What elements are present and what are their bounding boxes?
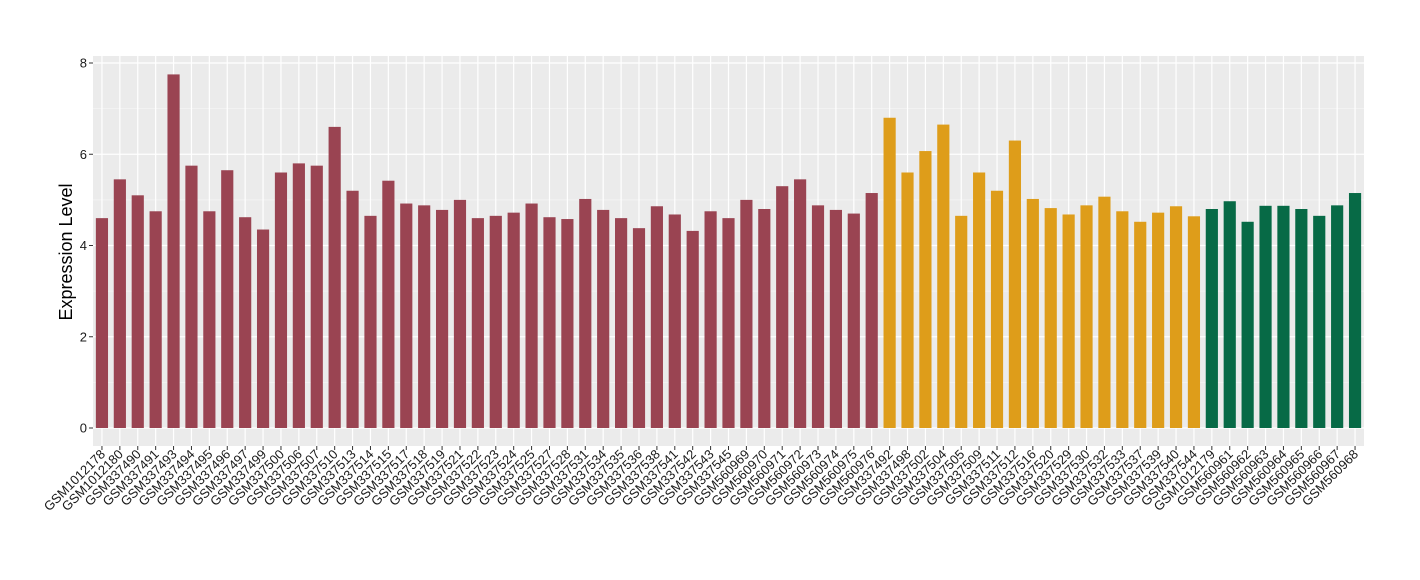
bar-GSM337522 bbox=[471, 218, 484, 428]
bar-GSM560964 bbox=[1277, 205, 1290, 428]
bar-GSM337537 bbox=[1134, 221, 1147, 428]
bars bbox=[95, 74, 1362, 429]
bar-GSM337542 bbox=[686, 230, 699, 428]
y-tick-label: 4 bbox=[80, 238, 87, 253]
bar-GSM337541 bbox=[668, 214, 681, 428]
bar-GSM337491 bbox=[149, 211, 162, 428]
bar-GSM337490 bbox=[131, 195, 144, 428]
bar-GSM337495 bbox=[203, 211, 216, 428]
y-tick-label: 6 bbox=[80, 147, 87, 162]
bar-GSM337533 bbox=[1116, 211, 1129, 428]
bar-GSM337517 bbox=[400, 203, 413, 428]
bar-GSM560962 bbox=[1241, 221, 1254, 428]
bar-GSM337510 bbox=[328, 126, 341, 429]
bar-GSM560973 bbox=[811, 205, 825, 428]
bar-GSM337523 bbox=[489, 215, 502, 428]
y-tick-label: 2 bbox=[80, 329, 87, 344]
bar-GSM337512 bbox=[1008, 140, 1022, 428]
bar-GSM337529 bbox=[1062, 214, 1075, 428]
bar-GSM337498 bbox=[901, 172, 914, 428]
bar-GSM337496 bbox=[221, 170, 234, 428]
bar-GSM337519 bbox=[435, 209, 449, 428]
bar-GSM337513 bbox=[346, 190, 359, 428]
bar-GSM337518 bbox=[418, 205, 431, 428]
bar-GSM1012180 bbox=[113, 179, 126, 428]
bar-GSM337505 bbox=[955, 215, 968, 428]
bar-GSM560976 bbox=[865, 193, 878, 428]
bar-GSM337515 bbox=[382, 180, 395, 428]
bar-GSM337514 bbox=[364, 215, 377, 428]
bar-GSM337531 bbox=[579, 198, 592, 428]
bar-GSM337507 bbox=[310, 165, 323, 428]
y-axis-title: Expression Level bbox=[56, 183, 76, 320]
bar-GSM337492 bbox=[883, 117, 896, 428]
bar-GSM560967 bbox=[1331, 205, 1344, 428]
bar-GSM337540 bbox=[1169, 206, 1183, 428]
bar-GSM337521 bbox=[453, 199, 467, 429]
bar-GSM337516 bbox=[1026, 198, 1039, 428]
bar-GSM560968 bbox=[1348, 193, 1362, 428]
bar-GSM337494 bbox=[185, 165, 198, 428]
x-axis: GSM1012178GSM1012180GSM337490GSM337491GS… bbox=[41, 446, 1361, 514]
bar-GSM560966 bbox=[1313, 215, 1326, 428]
bar-GSM337525 bbox=[525, 203, 538, 428]
bar-GSM337520 bbox=[1044, 208, 1057, 428]
bar-GSM337528 bbox=[561, 219, 574, 428]
bar-GSM337509 bbox=[973, 172, 986, 428]
bar-GSM560970 bbox=[758, 209, 771, 428]
bar-GSM560974 bbox=[829, 209, 842, 428]
bar-GSM560965 bbox=[1295, 209, 1308, 428]
bar-GSM337493 bbox=[167, 74, 180, 428]
bar-GSM560971 bbox=[776, 186, 789, 428]
bar-GSM337504 bbox=[937, 124, 950, 428]
bar-GSM337536 bbox=[632, 228, 646, 428]
bar-GSM1012179 bbox=[1205, 209, 1218, 428]
bar-GSM337538 bbox=[650, 206, 663, 428]
bar-GSM560961 bbox=[1223, 201, 1236, 428]
bar-GSM337524 bbox=[507, 212, 520, 428]
bar-GSM560975 bbox=[847, 213, 860, 428]
bar-GSM337543 bbox=[704, 211, 717, 428]
bar-GSM560963 bbox=[1259, 205, 1272, 428]
bar-GSM337535 bbox=[615, 218, 628, 428]
bar-GSM337527 bbox=[543, 217, 556, 428]
bar-GSM337511 bbox=[990, 190, 1004, 428]
bar-GSM337532 bbox=[1098, 196, 1111, 428]
bar-GSM337534 bbox=[597, 209, 610, 428]
y-axis: 0 2 4 6 8 bbox=[80, 56, 93, 436]
bar-GSM337506 bbox=[292, 163, 305, 429]
bar-GSM1012178 bbox=[95, 218, 109, 428]
bar-GSM337545 bbox=[722, 218, 735, 428]
bar-GSM337500 bbox=[274, 172, 288, 428]
bar-GSM337530 bbox=[1080, 205, 1093, 428]
bar-GSM337502 bbox=[919, 151, 932, 428]
bar-GSM337539 bbox=[1152, 212, 1165, 428]
bar-GSM337544 bbox=[1187, 216, 1201, 428]
bar-GSM560972 bbox=[794, 179, 807, 428]
bar-GSM337497 bbox=[239, 217, 252, 428]
bar-GSM560969 bbox=[740, 199, 753, 429]
y-tick-label: 0 bbox=[80, 421, 87, 436]
bar-GSM337499 bbox=[256, 229, 270, 428]
y-tick-label: 8 bbox=[80, 56, 87, 71]
